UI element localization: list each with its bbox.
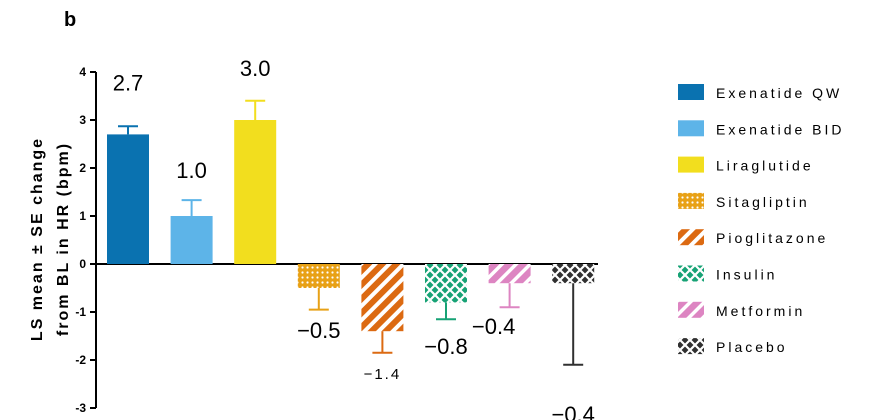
legend-label: Metformin <box>716 303 805 319</box>
data-label: −1.4 <box>364 366 402 383</box>
legend: Exenatide QW Exenatide BID Liraglutide Sita… <box>678 84 845 355</box>
bars <box>107 99 595 366</box>
bar-pioglitazone <box>361 264 404 332</box>
y-axis-label-line-1: LS mean ± SE change <box>29 137 46 341</box>
y-axis-label-line-2: from BL in HR (bpm) <box>55 142 72 336</box>
legend-label: Exenatide QW <box>716 85 842 101</box>
legend-label: Exenatide BID <box>716 121 845 137</box>
legend-swatch <box>678 338 704 355</box>
bar-exenatide-qw <box>107 134 149 264</box>
y-axis: -3 -2 -1 0 1 2 3 4 <box>75 65 598 415</box>
legend-swatch <box>678 84 704 100</box>
legend-swatch <box>678 156 704 173</box>
data-label: −0.4 <box>551 402 594 420</box>
y-tick-label: -1 <box>75 305 86 319</box>
legend-swatch <box>678 301 704 318</box>
data-label: 3.0 <box>240 56 271 81</box>
data-label: −0.5 <box>297 318 340 343</box>
legend-swatch <box>678 229 704 246</box>
data-label: −0.4 <box>472 314 515 339</box>
data-labels: 2.71.03.0−0.5−1.4−0.8−0.4−0.4 <box>113 56 595 420</box>
legend-label: Pioglitazone <box>716 230 828 246</box>
y-tick-label: 3 <box>79 113 86 127</box>
bar-sitagliptin <box>297 264 340 288</box>
data-label: 1.0 <box>176 158 207 183</box>
bar-metformin <box>488 264 531 284</box>
legend-label: Sitagliptin <box>716 194 810 210</box>
legend-swatch <box>678 120 704 137</box>
y-tick-label: -3 <box>75 401 86 415</box>
y-tick-label: 1 <box>79 209 86 223</box>
bar-exenatide-bid <box>170 216 213 264</box>
bar-insulin <box>425 264 467 303</box>
y-tick-label: 0 <box>79 257 86 271</box>
legend-swatch <box>678 265 704 282</box>
y-tick-label: -2 <box>75 353 86 367</box>
y-tick-label: 2 <box>79 161 86 175</box>
panel-label: b <box>64 9 76 31</box>
legend-swatch <box>678 192 704 209</box>
y-tick-label: 4 <box>79 65 86 79</box>
bar-liraglutide <box>234 120 277 264</box>
legend-label: Insulin <box>716 267 777 283</box>
bar-placebo <box>552 264 595 284</box>
legend-label: Liraglutide <box>716 158 814 174</box>
data-label: 2.7 <box>113 70 144 95</box>
data-label: −0.8 <box>424 334 467 359</box>
legend-label: Placebo <box>716 339 788 355</box>
